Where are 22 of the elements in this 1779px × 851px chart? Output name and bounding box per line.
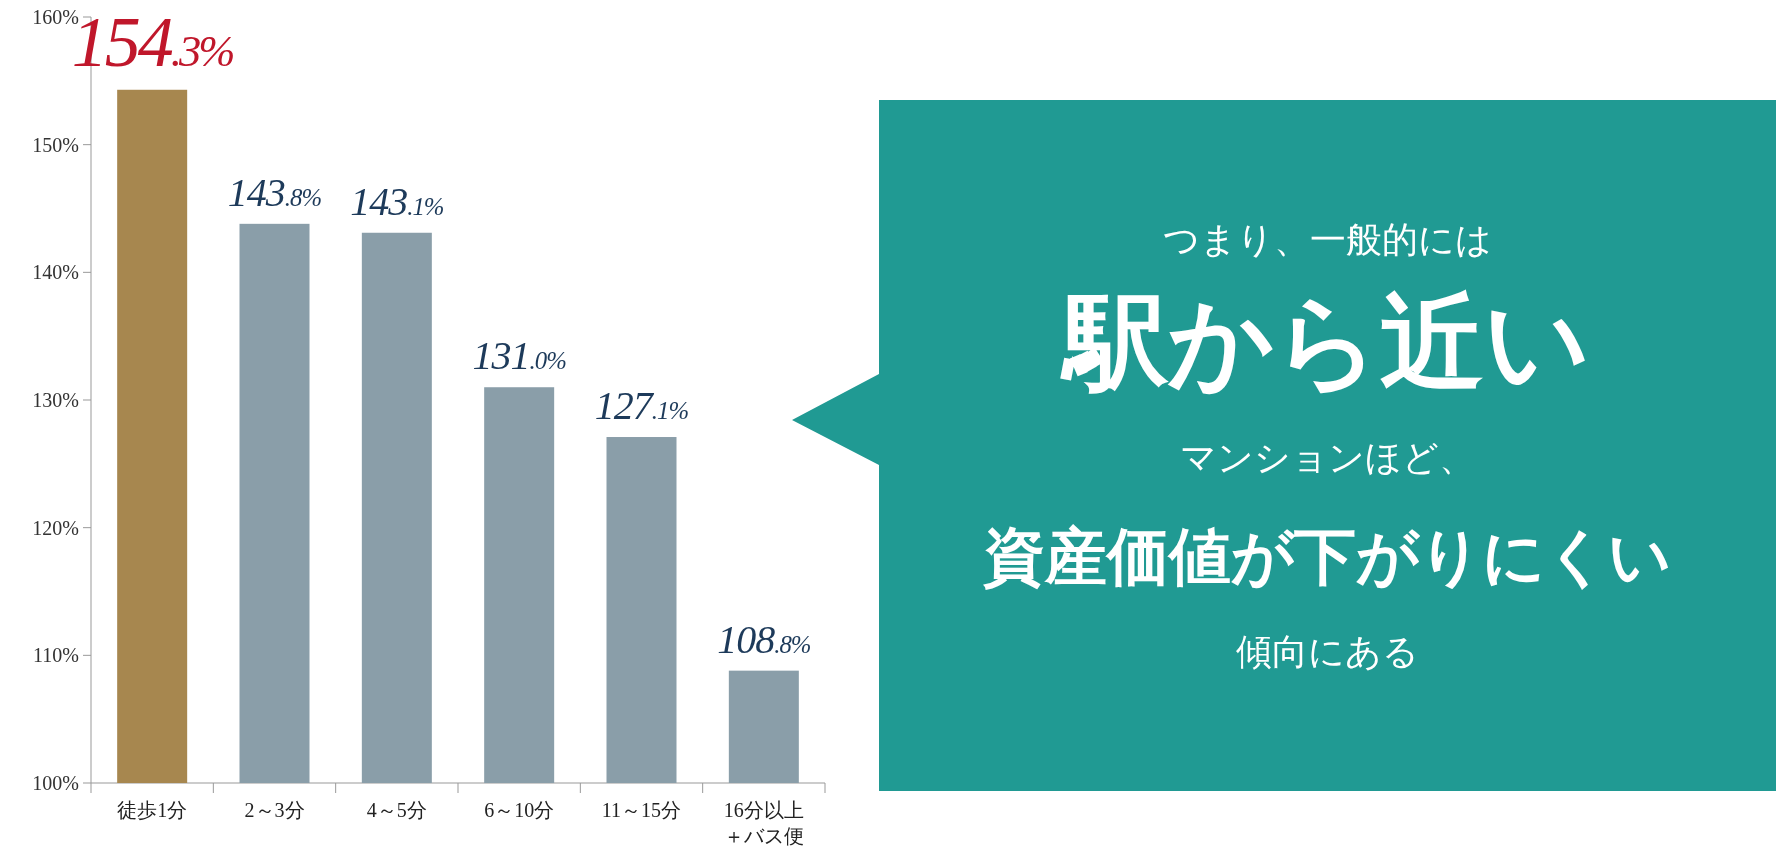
y-tick-label: 100% <box>32 772 79 794</box>
y-tick-label: 120% <box>32 516 79 539</box>
data-label: 127.1% <box>594 383 689 429</box>
data-label: 143.1% <box>350 178 444 224</box>
text: 駅から近い <box>1060 285 1590 400</box>
y-tick-label: 110% <box>33 644 79 667</box>
text: 資産価値が下がりにくい <box>983 523 1671 591</box>
x-tick-label: 11～15分 <box>601 799 682 821</box>
data-label: 108.8% <box>717 616 811 662</box>
text: つまり、一般的には <box>1162 220 1492 260</box>
y-tick-label: 130% <box>32 389 79 411</box>
text: 傾向にある <box>1235 632 1419 672</box>
x-tick-label: 徒歩1分 <box>117 799 188 821</box>
data-label: 131.0% <box>472 333 567 379</box>
data-label: 143.8% <box>227 169 322 215</box>
y-tick-label: 150% <box>32 133 79 156</box>
x-tick-label: 2～3分 <box>244 799 305 821</box>
x-tick-label: 16分以上＋バス便 <box>723 799 804 847</box>
y-tick-label: 140% <box>32 261 79 284</box>
x-tick-label: 6～10分 <box>484 799 555 821</box>
text: マンションほど、 <box>1179 438 1475 478</box>
x-tick-label: 4～5分 <box>366 799 427 821</box>
